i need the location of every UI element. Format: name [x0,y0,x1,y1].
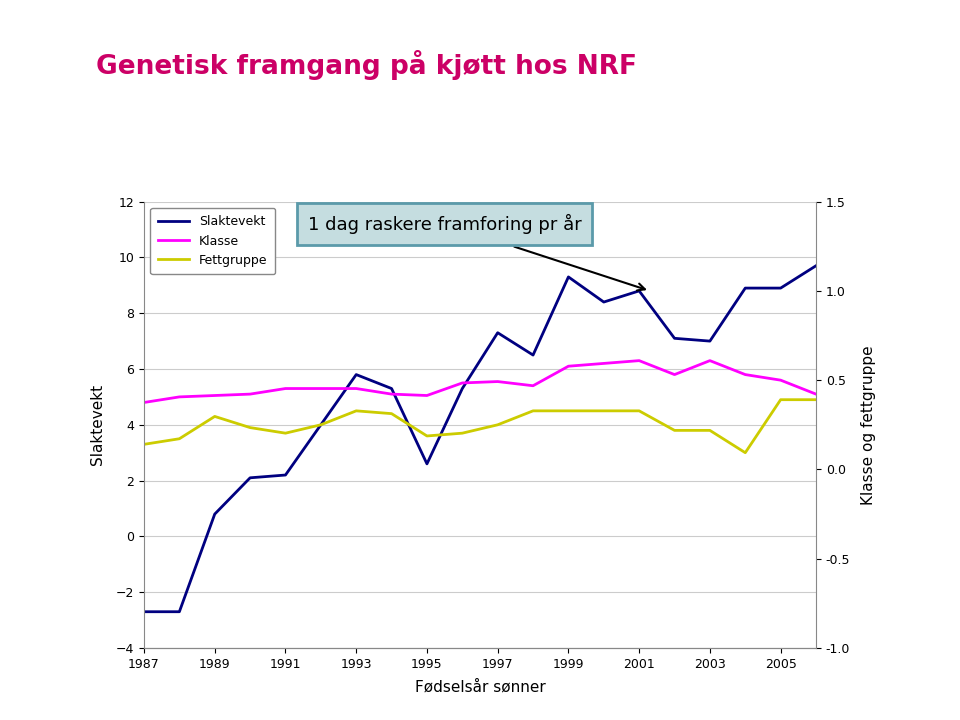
Legend: Slaktevekt, Klasse, Fettgruppe: Slaktevekt, Klasse, Fettgruppe [151,208,275,274]
Y-axis label: Slaktevekt: Slaktevekt [90,384,105,465]
Text: Genetisk framgang på kjøtt hos NRF: Genetisk framgang på kjøtt hos NRF [96,50,637,80]
X-axis label: Fødselsår sønner: Fødselsår sønner [415,679,545,694]
Text: 1 dag raskere framforing pr år: 1 dag raskere framforing pr år [308,214,645,290]
Y-axis label: Klasse og fettgruppe: Klasse og fettgruppe [861,345,876,505]
